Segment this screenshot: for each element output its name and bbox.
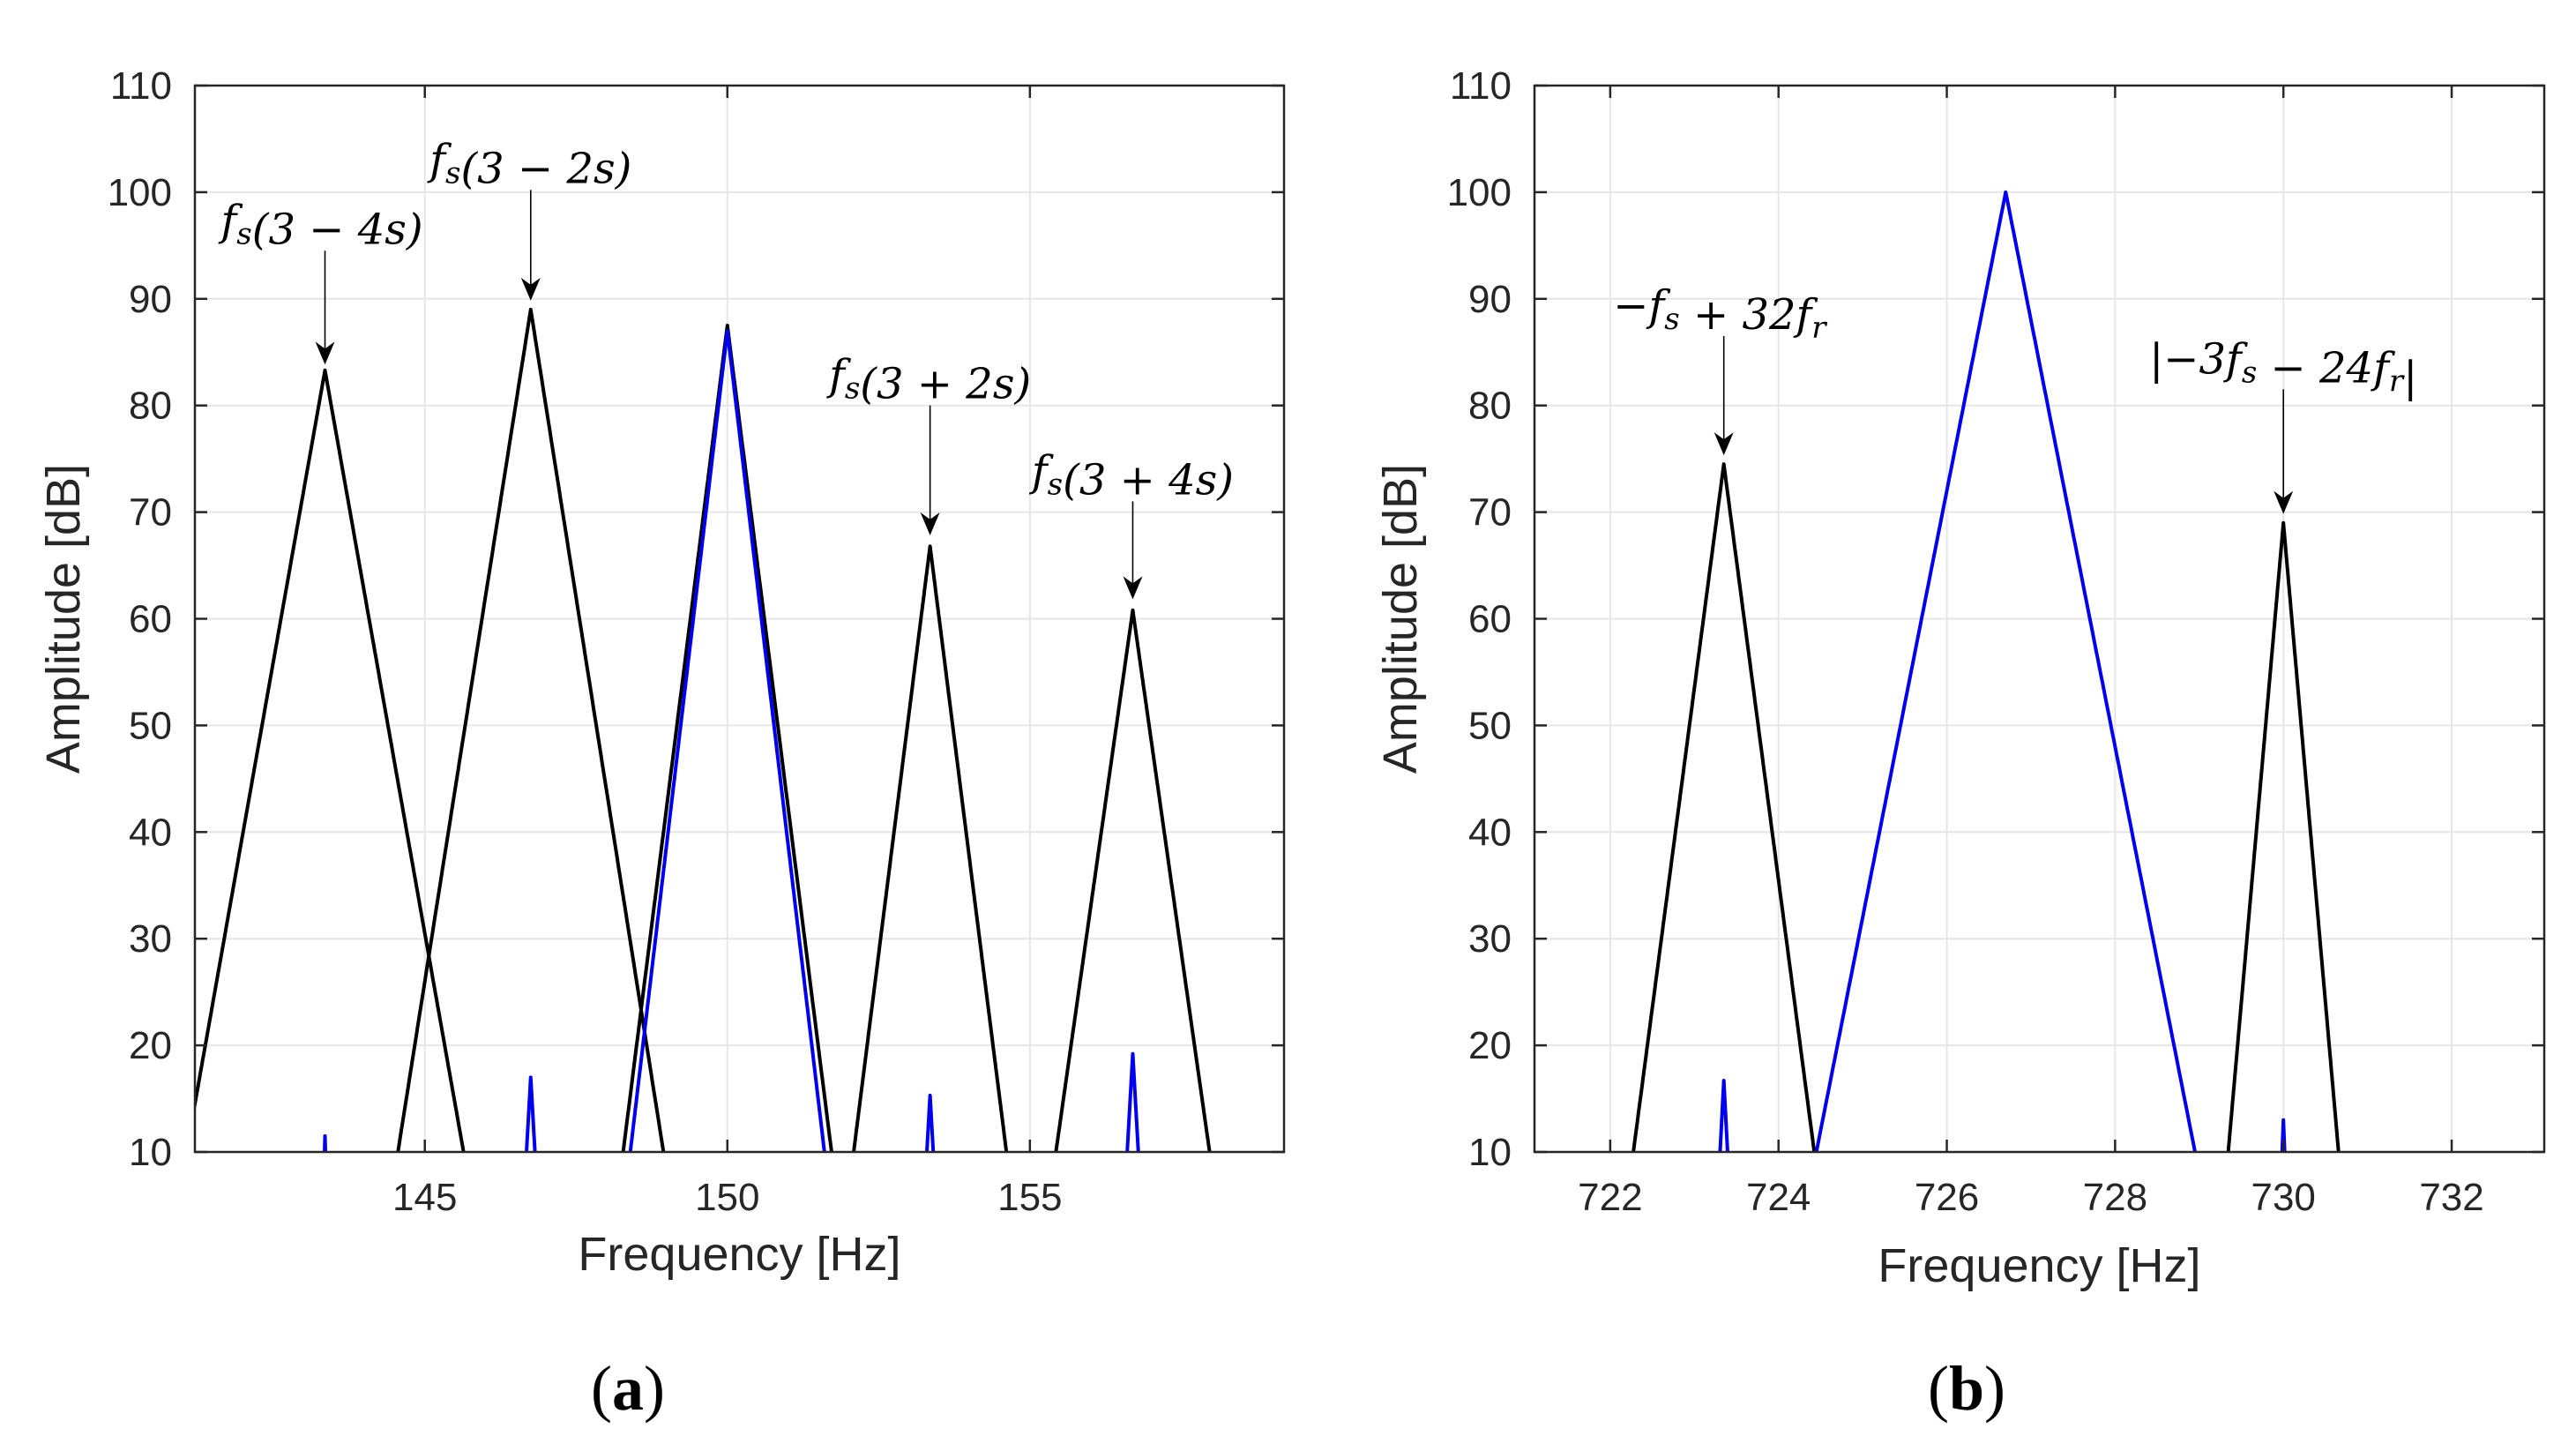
x-tick-label: 732 [2419,1176,2483,1219]
series-blue-peak-1 [1718,1079,1729,1152]
y-tick-label: 10 [1468,1131,1512,1174]
series-black-peak-4 [852,544,1009,1152]
series-blue-peak-3 [628,329,826,1152]
y-tick-label: 30 [129,917,172,961]
annotation-arrow-head [1123,576,1143,600]
x-tick-label: 145 [392,1176,457,1219]
y-axis-label: Amplitude [dB] [37,464,90,774]
y-tick-label: 90 [129,278,172,321]
y-tick-label: 80 [129,385,172,428]
y-tick-label: 50 [129,704,172,747]
chart-panel-b: 10 20 30 40 50 60 70 80 90 100 110 722 724 726 728 730 7… [1374,64,2576,1424]
annotation-label: fs(3 + 2s) [826,351,1031,409]
annotation-3: fs(3 + 2s) [826,351,1031,535]
annotation-1: −fs + 32fr [1613,281,1827,456]
series-black-peak-3 [2561,1110,2576,1174]
series-group [195,307,1212,1152]
y-tick-label: 30 [1468,917,1512,961]
series-blue-peak-3 [2280,1118,2287,1152]
series-black-peak-2 [2226,520,2341,1152]
y-tick-label: 60 [1468,598,1512,641]
annotation-2: fs(3 − 2s) [427,135,631,301]
y-tick-label: 20 [129,1024,172,1067]
y-tick-label: 90 [1468,278,1512,321]
y-tick-label: 70 [129,491,172,535]
annotation-arrow-head [520,277,541,301]
y-tick-label: 70 [1468,491,1512,535]
y-axis-label: Amplitude [dB] [1374,464,1427,774]
y-tick-label: 80 [1468,385,1512,428]
y-tick-label: 20 [1468,1024,1512,1067]
y-tick-label: 110 [110,64,172,108]
annotation-label: fs(3 − 4s) [219,196,423,254]
annotation-label: fs(3 − 2s) [427,135,631,193]
annotation-arrow-head [2274,490,2294,514]
annotation-2: |−3fs − 24fr| [2149,334,2417,514]
panel-caption: (a) [591,1353,665,1424]
panel-caption: (b) [1928,1353,2005,1424]
series-black-peak-1 [195,368,466,1152]
series-blue-peak-1 [323,1133,327,1152]
series-blue-peak-5 [1125,1051,1140,1152]
x-tick-label: 724 [1746,1176,1811,1219]
x-axis-label: Frequency [Hz] [1878,1239,2200,1292]
y-tick-label: 60 [129,598,172,641]
y-tick-label: 40 [129,811,172,854]
y-tick-label: 40 [1468,811,1512,854]
x-tick-label: 730 [2251,1176,2315,1219]
y-tick-label: 10 [129,1131,172,1174]
x-tick-label: 722 [1578,1176,1642,1219]
annotation-1: fs(3 − 4s) [219,196,423,365]
series-blue-peak-2 [525,1075,537,1152]
series-blue-peak-2 [1814,190,2198,1152]
y-tick-label: 50 [1468,704,1512,747]
x-tick-label: 155 [997,1176,1062,1219]
annotation-arrow-head [1714,432,1734,456]
x-tick-label: 728 [2083,1176,2147,1219]
series-black-peak-2 [396,307,666,1152]
annotation-label: |−3fs − 24fr| [2149,334,2417,401]
series-black-peak-1 [1631,462,1817,1152]
annotation-label: −fs + 32fr [1613,281,1827,346]
y-tick-label: 100 [108,171,172,214]
x-tick-label: 150 [695,1176,759,1219]
x-axis-label: Frequency [Hz] [578,1228,900,1281]
annotation-arrow-head [315,341,335,365]
x-tick-label: 726 [1915,1176,1979,1219]
y-tick-label: 100 [1447,171,1512,214]
series-group [1631,190,2576,1174]
y-tick-label: 110 [1450,64,1512,108]
series-blue-peak-4 [925,1093,936,1152]
chart-panel-a: 10 20 30 40 50 60 70 80 90 100 110 145 150 155 Frequen… [37,64,1286,1424]
annotation-arrow-head [920,512,940,535]
series-black-peak-5 [1054,608,1212,1152]
series-black-peak-3 [621,324,833,1152]
